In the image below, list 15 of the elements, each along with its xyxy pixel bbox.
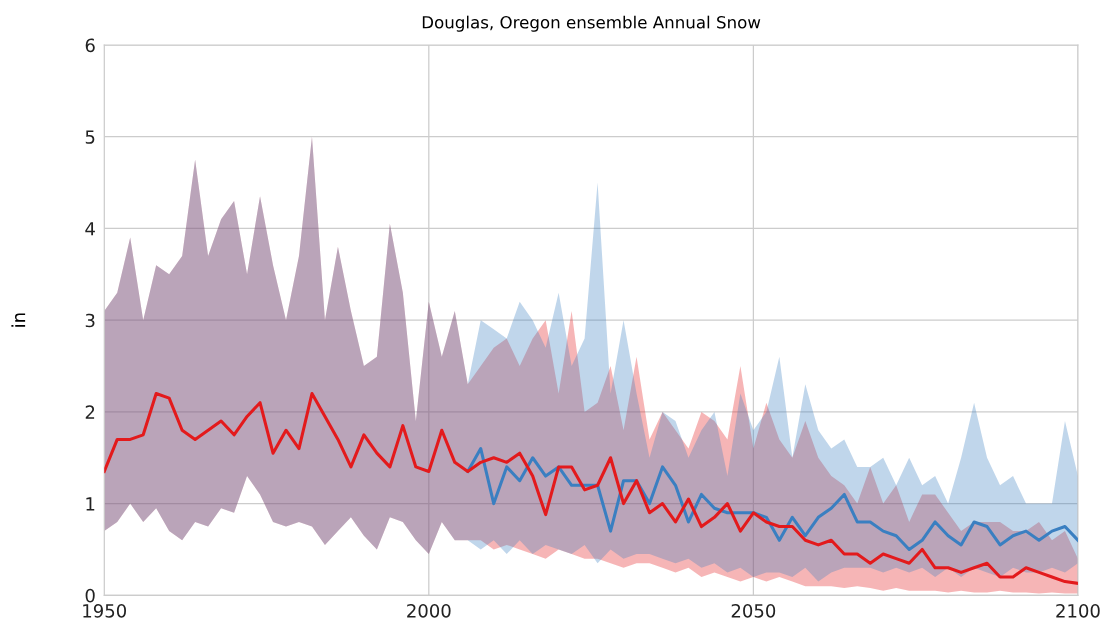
x-tick-label: 2000	[407, 603, 451, 618]
x-tick-label: 2100	[1056, 603, 1100, 618]
y-tick-label: 0	[85, 588, 95, 603]
line-series	[104, 392, 1078, 585]
x-tick-label: 1950	[83, 603, 127, 618]
y-tick-label: 3	[85, 313, 95, 328]
line-series	[466, 447, 1078, 551]
y-axis-title: in	[11, 313, 26, 327]
y-tick-label: 5	[85, 130, 95, 144]
y-tick-label: 4	[85, 222, 95, 236]
x-tick-label: 2050	[731, 603, 776, 618]
chart-title: Douglas, Oregon ensemble Annual Snow	[422, 15, 761, 32]
y-tick-label: 2	[85, 405, 95, 419]
y-tick-label: 1	[86, 497, 95, 511]
y-tick-label: 6	[85, 38, 95, 53]
